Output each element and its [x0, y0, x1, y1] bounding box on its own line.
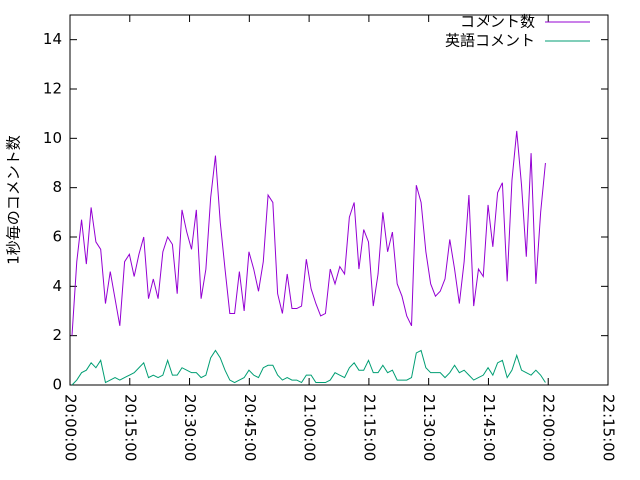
data-line [71, 349, 546, 386]
x-tick-label: 21:15:00 [360, 394, 378, 461]
y-tick-label: 8 [52, 178, 62, 196]
y-tick-label: 12 [43, 80, 62, 98]
x-tick-label: 21:00:00 [301, 394, 319, 461]
x-tick-label: 21:30:00 [420, 394, 438, 461]
y-tick-label: 4 [52, 277, 62, 295]
y-tick-label: 2 [52, 326, 62, 344]
legend-label: コメント数 [460, 13, 535, 31]
x-tick-label: 20:00:00 [62, 394, 80, 461]
x-tick-label: 20:45:00 [241, 394, 259, 461]
x-tick-label: 22:00:00 [540, 394, 558, 461]
x-tick-label: 20:15:00 [121, 394, 139, 461]
x-tick-label: 22:15:00 [600, 394, 618, 461]
y-tick-label: 10 [43, 129, 62, 147]
y-axis-label: 1秒毎のコメント数 [5, 135, 23, 265]
legend-label: 英語コメント [445, 32, 535, 50]
y-tick-label: 0 [52, 376, 62, 394]
plot-border [69, 14, 609, 386]
x-tick-label: 21:45:00 [480, 394, 498, 461]
y-tick-label: 14 [43, 30, 62, 48]
x-tick-label: 20:30:00 [181, 394, 199, 461]
y-tick-label: 6 [52, 228, 62, 246]
data-line [71, 130, 546, 336]
